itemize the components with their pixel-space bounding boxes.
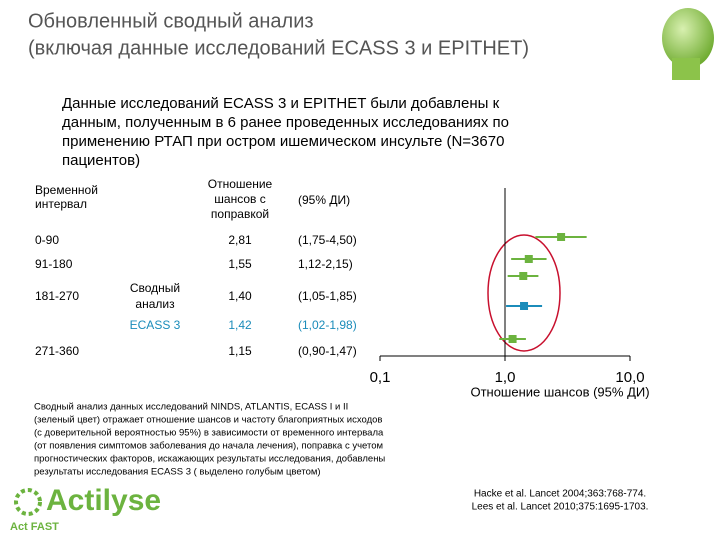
odds-label: 1,55 <box>228 257 252 271</box>
logo: Actilyse Act FAST <box>10 484 161 533</box>
odds-label: 1,15 <box>228 344 252 358</box>
intro-text: пациентов) <box>62 152 140 169</box>
x-axis-label: Отношение шансов (95% ДИ) <box>470 384 649 399</box>
intro-text: данным, полученным в 6 ранее проведенных… <box>62 114 509 131</box>
odds-marker <box>519 272 528 280</box>
interval-label: 0-90 <box>35 233 59 247</box>
column-header: шансов с <box>214 192 265 206</box>
ci-label: (0,90-1,47) <box>298 344 357 358</box>
odds-label: 1,40 <box>228 289 252 303</box>
odds-marker <box>557 233 566 241</box>
x-tick-label: 0,1 <box>370 369 391 386</box>
x-tick-label: 1,0 <box>495 369 516 386</box>
footnote: (с доверительной вероятностью 95%) в зав… <box>34 428 384 439</box>
footnote: (зеленый цвет) отражает отношение шансов… <box>34 415 382 426</box>
head-icon <box>662 8 714 80</box>
column-header: Временной <box>35 183 98 197</box>
footnote: прогностических факторов, искажающих рез… <box>34 454 385 465</box>
footnote: результаты исследования ECASS 3 ( выделе… <box>34 467 321 478</box>
highlight-circle <box>487 234 561 352</box>
interval-label: 181-270 <box>35 289 79 303</box>
intro-text: Данные исследований ECASS 3 и EPITHET бы… <box>62 95 500 112</box>
column-header: (95% ДИ) <box>298 193 350 207</box>
interval-label: 91-180 <box>35 257 73 271</box>
x-tick-label: 10,0 <box>615 369 644 386</box>
slide-title: Обновленный сводный анализ <box>28 10 314 32</box>
intro-text: применению РТАП при остром ишемическом и… <box>62 133 504 150</box>
ci-label: (1,05-1,85) <box>298 289 357 303</box>
logo-brand: Actilyse <box>46 484 161 517</box>
subgroup-label: анализ <box>135 297 175 311</box>
column-header: поправкой <box>211 207 269 221</box>
subgroup-label: Сводный <box>130 281 180 295</box>
odds-marker <box>520 302 529 310</box>
reference: Lees et al. Lancet 2010;375:1695-1703. <box>472 502 649 513</box>
odds-marker <box>508 335 517 343</box>
logo-tagline: Act FAST <box>10 521 59 533</box>
footnote: (от появления симптомов заболевания до н… <box>34 441 383 452</box>
reference: Hacke et al. Lancet 2004;363:768-774. <box>474 489 646 500</box>
ci-label: (1,02-1,98) <box>298 318 357 332</box>
interval-label: 271-360 <box>35 344 79 358</box>
column-header: Отношение <box>208 177 273 191</box>
subgroup-label: ECASS 3 <box>130 318 181 332</box>
ci-label: (1,75-4,50) <box>298 233 357 247</box>
ci-label: 1,12-2,15) <box>298 257 353 271</box>
odds-label: 2,81 <box>228 233 252 247</box>
odds-marker <box>524 255 533 263</box>
slide-title: (включая данные исследований ECASS 3 и E… <box>28 37 529 59</box>
column-header: интервал <box>35 197 87 211</box>
odds-label: 1,42 <box>228 318 252 332</box>
footnote: Сводный анализ данных исследований NINDS… <box>34 402 348 413</box>
